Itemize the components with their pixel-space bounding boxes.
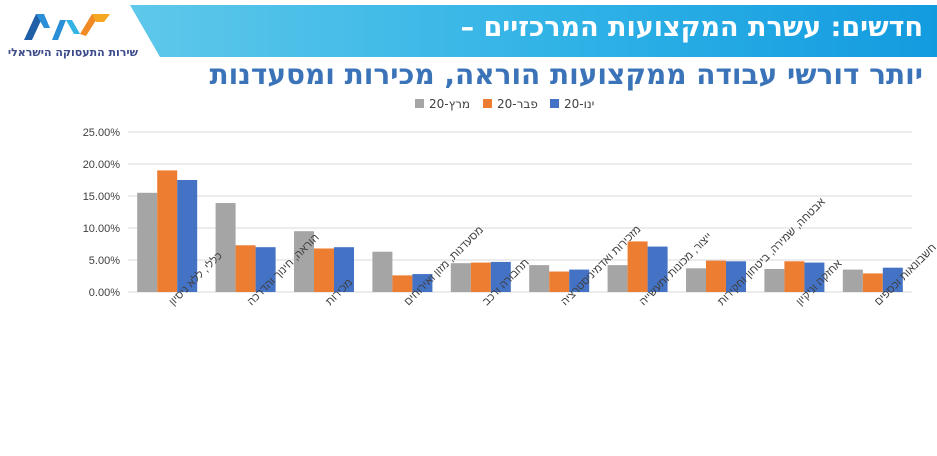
legend-swatch <box>483 99 492 108</box>
bar <box>372 251 393 292</box>
y-tick-label: 25.00% <box>83 127 121 139</box>
y-tick-label: 0.00% <box>89 287 120 299</box>
bar <box>334 247 354 292</box>
bar <box>686 268 706 292</box>
y-axis-ticks: 0.00% 5.00% 10.00% 15.00% 20.00% 25.00% <box>83 127 121 299</box>
y-tick-label: 10.00% <box>83 223 121 235</box>
legend-swatch <box>415 99 424 108</box>
bar <box>294 231 314 292</box>
y-tick-label: 20.00% <box>83 159 121 171</box>
logo: שירות התעסוקה הישראלי <box>6 6 138 59</box>
bars <box>137 170 903 292</box>
bar <box>412 274 433 292</box>
bar <box>490 261 511 292</box>
y-tick-label: 5.00% <box>89 255 120 267</box>
bar <box>764 268 785 292</box>
bar <box>255 247 276 292</box>
bar <box>450 263 471 292</box>
legend: מרץ-20 פבר-20 ינו-20 <box>415 97 594 111</box>
legend-label: פבר-20 <box>497 97 538 111</box>
logo-text: שירות התעסוקה הישראלי <box>7 46 138 59</box>
legend-swatch <box>550 99 559 108</box>
bar <box>235 245 256 292</box>
legend-label: ינו-20 <box>564 97 594 111</box>
bar <box>784 261 805 292</box>
bar <box>392 275 413 292</box>
title-banner <box>130 5 937 57</box>
bar <box>726 261 746 292</box>
bar <box>882 267 903 292</box>
bar <box>627 241 648 292</box>
bar <box>529 265 550 292</box>
bar <box>470 262 491 292</box>
bar <box>157 170 178 292</box>
bar <box>314 248 334 292</box>
legend-label: מרץ-20 <box>429 97 470 111</box>
logo-icon <box>24 14 110 40</box>
bar <box>706 260 726 292</box>
bar <box>549 271 570 292</box>
bar <box>177 180 198 292</box>
page-title: חדשים: עשרת המקצועות המרכזיים – <box>460 12 923 43</box>
bar <box>569 269 590 292</box>
y-tick-label: 15.00% <box>83 191 121 203</box>
bar <box>842 269 863 292</box>
bar <box>137 192 158 292</box>
bar <box>862 273 883 292</box>
bar <box>647 246 668 292</box>
bar <box>215 203 236 292</box>
page-subtitle: יותר דורשי עבודה ממקצועות הוראה, מכירות … <box>209 58 923 91</box>
bar <box>804 262 825 292</box>
bar <box>607 265 628 292</box>
